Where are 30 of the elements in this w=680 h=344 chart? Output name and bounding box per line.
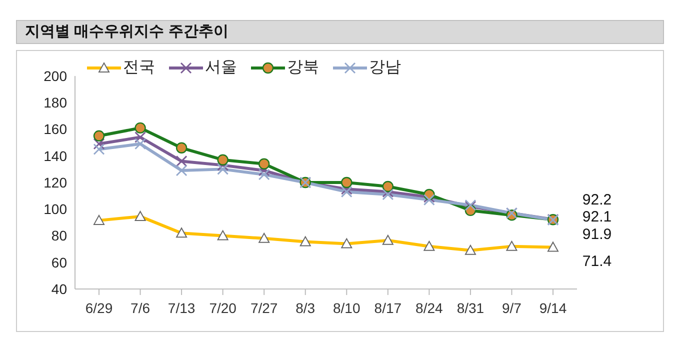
data-label: 71.4 <box>582 253 612 270</box>
x-tick-label: 8/24 <box>416 300 444 316</box>
y-tick-label: 200 <box>44 68 68 84</box>
x-tick-label: 9/14 <box>539 300 567 316</box>
y-tick-label: 40 <box>51 280 68 297</box>
y-tick-label: 100 <box>44 201 68 218</box>
legend-label: 전국 <box>123 58 155 78</box>
x-tick-label: 6/29 <box>85 300 113 316</box>
x-tick-label: 7/6 <box>130 300 150 316</box>
x-tick-label: 8/17 <box>374 300 402 316</box>
legend-label: 강남 <box>369 58 401 78</box>
y-tick-label: 120 <box>44 174 68 190</box>
x-tick-label: 8/31 <box>456 300 484 316</box>
x-tick-label: 9/7 <box>502 300 522 316</box>
data-label: 91.9 <box>582 226 612 243</box>
x-tick-label: 7/13 <box>168 300 196 316</box>
y-tick-label: 60 <box>51 254 68 270</box>
data-label: 92.1 <box>582 208 612 226</box>
data-label: 92.2 <box>582 192 612 209</box>
x-tick-label: 8/10 <box>333 300 360 316</box>
y-tick-label: 160 <box>44 121 68 138</box>
y-tick-label: 140 <box>44 148 68 164</box>
x-tick-label: 7/20 <box>209 300 237 316</box>
legend-label: 강북 <box>287 58 319 78</box>
x-tick-label: 7/27 <box>250 300 278 316</box>
x-tick-label: 8/3 <box>296 300 316 316</box>
legend-label: 서울 <box>205 58 237 78</box>
y-tick-label: 80 <box>51 228 68 244</box>
chart-title: 지역별 매수우위지수 주간추이 <box>16 20 664 44</box>
y-tick-label: 180 <box>44 94 68 111</box>
